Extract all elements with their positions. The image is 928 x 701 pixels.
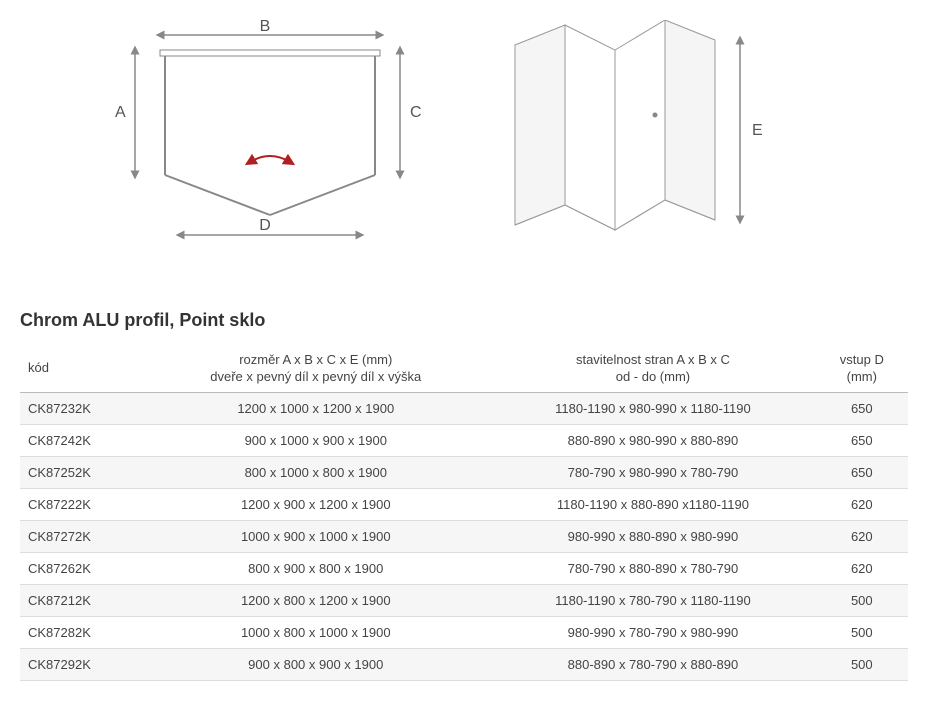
table-row: CK87262K800 x 900 x 800 x 1900780-790 x … bbox=[20, 552, 908, 584]
table-cell: 650 bbox=[816, 424, 908, 456]
table-cell: 1000 x 900 x 1000 x 1900 bbox=[141, 520, 490, 552]
spec-table: kódrozměr A x B x C x E (mm)dveře x pevn… bbox=[20, 346, 908, 681]
perspective-diagram: E bbox=[490, 20, 790, 260]
section-title: Chrom ALU profil, Point sklo bbox=[20, 310, 908, 331]
col-header: vstup D(mm) bbox=[816, 346, 908, 392]
table-cell: CK87262K bbox=[20, 552, 141, 584]
table-cell: 880-890 x 980-990 x 880-890 bbox=[490, 424, 815, 456]
table-cell: 800 x 900 x 800 x 1900 bbox=[141, 552, 490, 584]
dim-B: B bbox=[260, 20, 271, 35]
dim-C: C bbox=[410, 104, 422, 121]
table-row: CK87232K1200 x 1000 x 1200 x 19001180-11… bbox=[20, 392, 908, 424]
table-cell: 800 x 1000 x 800 x 1900 bbox=[141, 456, 490, 488]
table-cell: 500 bbox=[816, 584, 908, 616]
table-cell: 1200 x 1000 x 1200 x 1900 bbox=[141, 392, 490, 424]
table-cell: 1180-1190 x 780-790 x 1180-1190 bbox=[490, 584, 815, 616]
table-row: CK87212K1200 x 800 x 1200 x 19001180-119… bbox=[20, 584, 908, 616]
table-cell: 620 bbox=[816, 552, 908, 584]
table-cell: 620 bbox=[816, 488, 908, 520]
col-header: kód bbox=[20, 346, 141, 392]
table-cell: CK87242K bbox=[20, 424, 141, 456]
table-cell: CK87212K bbox=[20, 584, 141, 616]
table-cell: 500 bbox=[816, 616, 908, 648]
table-row: CK87242K900 x 1000 x 900 x 1900880-890 x… bbox=[20, 424, 908, 456]
table-cell: 900 x 1000 x 900 x 1900 bbox=[141, 424, 490, 456]
table-body: CK87232K1200 x 1000 x 1200 x 19001180-11… bbox=[20, 392, 908, 680]
col-header: stavitelnost stran A x B x Cod - do (mm) bbox=[490, 346, 815, 392]
table-cell: 980-990 x 880-890 x 980-990 bbox=[490, 520, 815, 552]
topview-diagram: A B C D bbox=[100, 20, 430, 250]
table-cell: CK87272K bbox=[20, 520, 141, 552]
table-cell: 650 bbox=[816, 392, 908, 424]
dim-A: A bbox=[115, 104, 126, 121]
table-cell: CK87252K bbox=[20, 456, 141, 488]
table-row: CK87252K800 x 1000 x 800 x 1900780-790 x… bbox=[20, 456, 908, 488]
table-row: CK87282K1000 x 800 x 1000 x 1900980-990 … bbox=[20, 616, 908, 648]
table-cell: CK87292K bbox=[20, 648, 141, 680]
table-cell: 620 bbox=[816, 520, 908, 552]
table-cell: 1180-1190 x 980-990 x 1180-1190 bbox=[490, 392, 815, 424]
table-row: CK87292K900 x 800 x 900 x 1900880-890 x … bbox=[20, 648, 908, 680]
table-cell: CK87282K bbox=[20, 616, 141, 648]
dim-E: E bbox=[752, 122, 763, 139]
col-header: rozměr A x B x C x E (mm)dveře x pevný d… bbox=[141, 346, 490, 392]
table-cell: 1180-1190 x 880-890 x1180-1190 bbox=[490, 488, 815, 520]
table-cell: 500 bbox=[816, 648, 908, 680]
table-row: CK87272K1000 x 900 x 1000 x 1900980-990 … bbox=[20, 520, 908, 552]
table-cell: 900 x 800 x 900 x 1900 bbox=[141, 648, 490, 680]
table-row: CK87222K1200 x 900 x 1200 x 19001180-119… bbox=[20, 488, 908, 520]
table-cell: 1200 x 800 x 1200 x 1900 bbox=[141, 584, 490, 616]
table-cell: 780-790 x 980-990 x 780-790 bbox=[490, 456, 815, 488]
table-head: kódrozměr A x B x C x E (mm)dveře x pevn… bbox=[20, 346, 908, 392]
table-cell: 1000 x 800 x 1000 x 1900 bbox=[141, 616, 490, 648]
table-cell: 650 bbox=[816, 456, 908, 488]
table-cell: 1200 x 900 x 1200 x 1900 bbox=[141, 488, 490, 520]
dim-D: D bbox=[259, 217, 271, 234]
table-cell: 780-790 x 880-890 x 780-790 bbox=[490, 552, 815, 584]
table-cell: 980-990 x 780-790 x 980-990 bbox=[490, 616, 815, 648]
table-cell: CK87222K bbox=[20, 488, 141, 520]
table-cell: CK87232K bbox=[20, 392, 141, 424]
table-cell: 880-890 x 780-790 x 880-890 bbox=[490, 648, 815, 680]
diagram-row: A B C D E bbox=[20, 20, 908, 260]
